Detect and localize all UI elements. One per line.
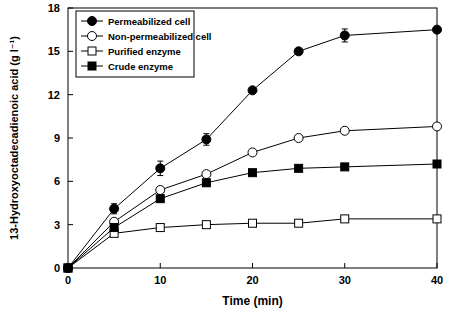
- x-tick: [252, 263, 253, 268]
- legend: Permeabilized cell Non-permeabilized cell…: [76, 11, 211, 77]
- y-tick: [68, 8, 73, 9]
- y-tick: [68, 138, 73, 139]
- series-line: [68, 126, 437, 268]
- y-tick-label: 9: [54, 132, 60, 144]
- data-point: [433, 160, 441, 168]
- data-point: [294, 134, 303, 143]
- data-point: [156, 186, 165, 195]
- legend-label: Non-permeabilized cell: [108, 31, 211, 42]
- data-point: [433, 122, 442, 131]
- data-point: [340, 126, 349, 135]
- data-point: [64, 264, 73, 273]
- plot-frame: [68, 8, 437, 268]
- legend-label: Purified enzyme: [108, 46, 181, 57]
- x-tick: [160, 263, 161, 268]
- y-axis-title: 13-Hydroxyoctadecadienoic acid (g l⁻¹): [8, 36, 20, 240]
- chart: 0 3 6 9 12 15 18 0 10 20 30 40 Time (min) 13-Hydroxyo…: [0, 0, 455, 317]
- x-tick-label: 20: [246, 274, 258, 286]
- data-point: [202, 135, 211, 144]
- series-line: [68, 219, 437, 268]
- data-point: [202, 170, 211, 179]
- data-point: [202, 221, 210, 229]
- data-point: [248, 86, 257, 95]
- error-bar-cap: [157, 175, 163, 176]
- data-point: [249, 219, 257, 227]
- x-tick-label: 30: [339, 274, 351, 286]
- legend-marker: [88, 47, 96, 55]
- data-point: [156, 164, 165, 173]
- y-tick-label: 6: [54, 175, 60, 187]
- data-point: [295, 219, 303, 227]
- series-line: [68, 30, 437, 268]
- x-tick-label: 10: [154, 274, 166, 286]
- y-tick: [68, 224, 73, 225]
- data-point: [341, 163, 349, 171]
- plot-area: [64, 25, 442, 272]
- y-tick-label: 3: [54, 219, 60, 231]
- error-bar-cap: [157, 161, 163, 162]
- error-bar-cap: [203, 133, 209, 134]
- series-line: [68, 164, 437, 268]
- y-tick-label: 0: [54, 262, 60, 274]
- data-point: [110, 204, 119, 213]
- legend-marker: [88, 32, 97, 41]
- data-point: [294, 47, 303, 56]
- data-point: [341, 215, 349, 223]
- error-bar-cap: [342, 41, 348, 42]
- legend-marker: [88, 62, 96, 70]
- data-point: [340, 31, 349, 40]
- data-point: [64, 264, 73, 273]
- x-tick: [437, 263, 438, 268]
- legend-box: [76, 11, 194, 77]
- data-point: [433, 215, 441, 223]
- x-axis-title: Time (min): [222, 294, 282, 308]
- y-tick: [68, 94, 73, 95]
- y-tick-label: 12: [48, 89, 60, 101]
- error-bar-cap: [203, 145, 209, 146]
- legend-marker: [88, 17, 97, 26]
- x-tick-label: 40: [431, 274, 443, 286]
- data-point: [248, 148, 257, 157]
- data-point: [249, 169, 257, 177]
- y-tick: [68, 51, 73, 52]
- data-point: [295, 164, 303, 172]
- data-point: [156, 224, 164, 232]
- x-tick-label: 0: [65, 274, 71, 286]
- x-tick: [344, 263, 345, 268]
- y-tick-label: 15: [48, 45, 60, 57]
- y-tick: [68, 181, 73, 182]
- data-point: [202, 179, 210, 187]
- legend-label: Crude enzyme: [108, 61, 173, 72]
- y-tick-label: 18: [48, 2, 60, 14]
- data-point: [64, 264, 72, 272]
- data-point: [64, 264, 72, 272]
- data-point: [156, 195, 164, 203]
- legend-label: Permeabilized cell: [108, 16, 190, 27]
- data-point: [433, 25, 442, 34]
- error-bar-cap: [342, 28, 348, 29]
- data-point: [110, 224, 118, 232]
